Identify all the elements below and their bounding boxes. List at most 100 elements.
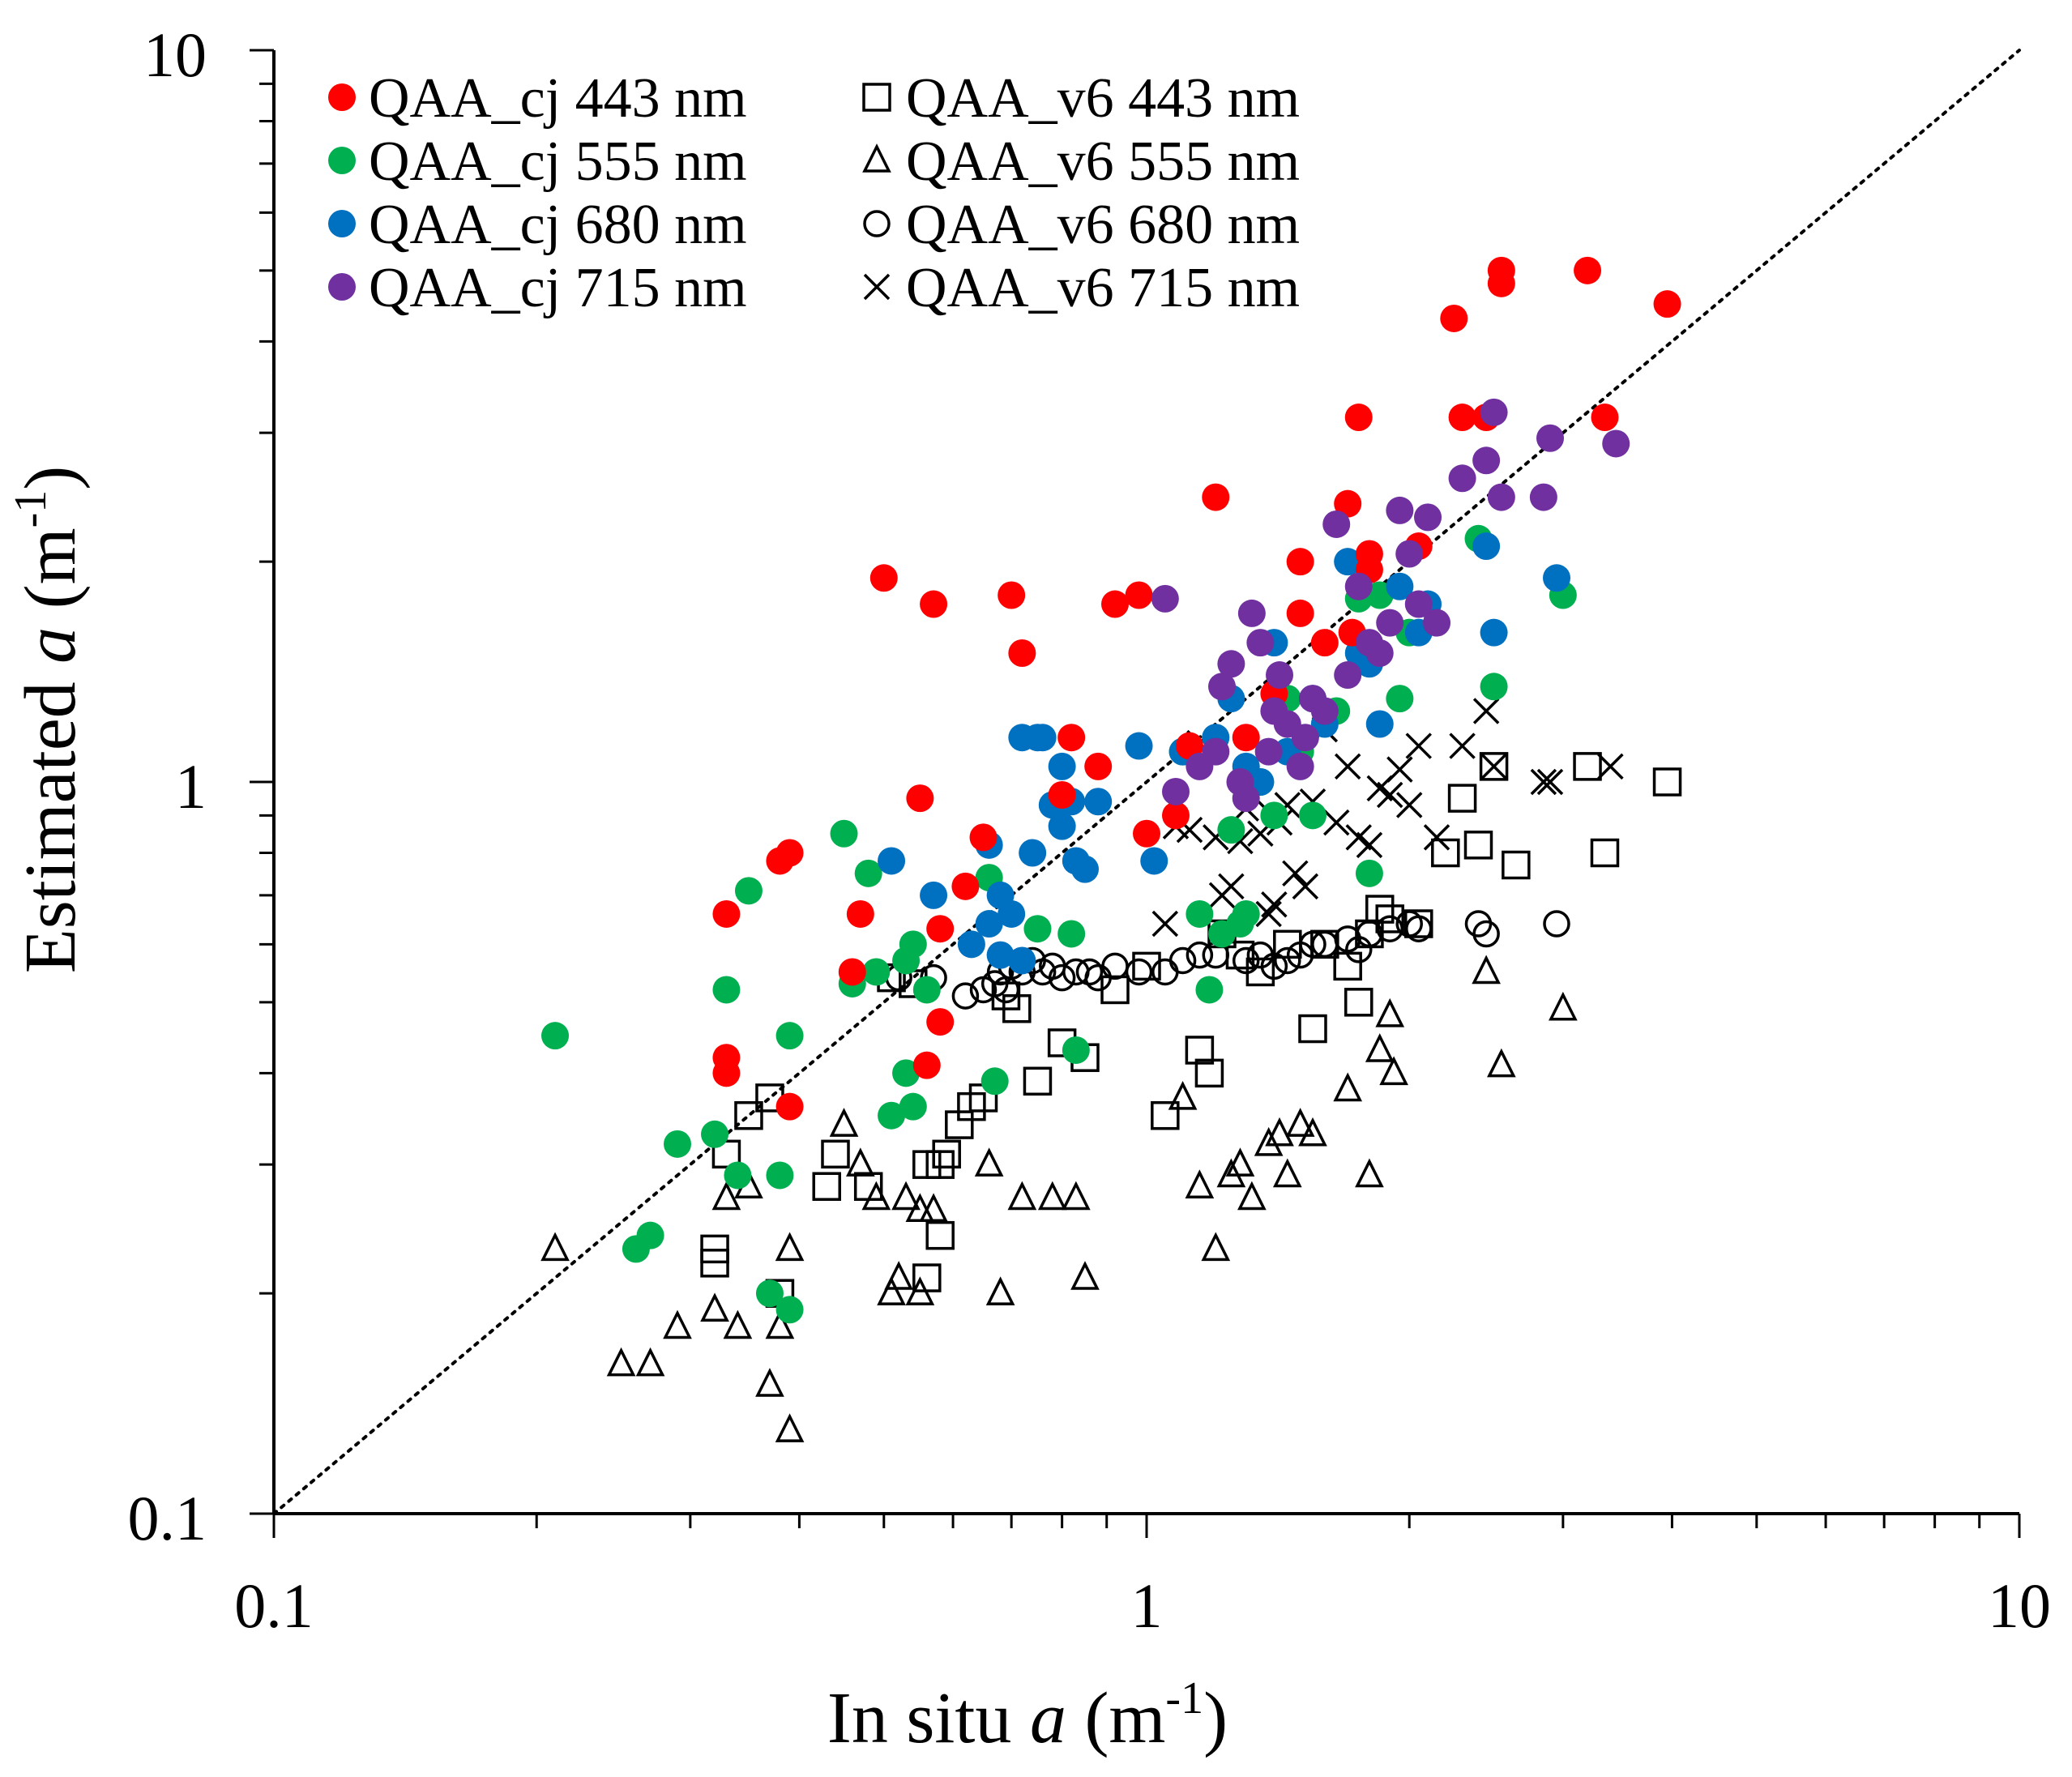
data-point (899, 930, 927, 959)
data-point (1472, 446, 1501, 475)
legend: QAA_cj 443 nm QAA_cj 555 nm QAA_cj 680 n… (328, 67, 1300, 319)
legend-label: QAA_cj 443 nm (369, 67, 747, 130)
data-point (1472, 920, 1500, 948)
data-point (1440, 304, 1468, 332)
data-point (1502, 850, 1531, 880)
y-tick-label: 1 (175, 751, 207, 822)
legend-marker (328, 273, 356, 301)
data-point (1202, 483, 1230, 511)
data-point (1084, 788, 1113, 816)
data-point (926, 1008, 955, 1036)
data-point (700, 1292, 729, 1322)
data-point (775, 1092, 804, 1121)
data-point (1254, 737, 1283, 766)
data-point (1365, 1033, 1395, 1062)
data-point (1151, 584, 1179, 613)
data-point (1266, 661, 1294, 690)
data-point (969, 823, 998, 852)
data-point (1472, 532, 1501, 561)
data-point (775, 1232, 805, 1262)
legend-marker (863, 273, 891, 301)
data-point (1232, 724, 1260, 752)
data-point (1265, 1117, 1294, 1147)
data-point (985, 1276, 1015, 1305)
data-point (1365, 639, 1394, 667)
data-point (1480, 753, 1507, 780)
data-point (1218, 873, 1245, 900)
one-to-one-line (272, 49, 2021, 1515)
data-point (998, 899, 1026, 928)
data-point (1590, 838, 1620, 868)
data-point (1334, 548, 1362, 576)
data-point (1386, 496, 1414, 524)
data-point (1298, 1117, 1327, 1147)
data-point (877, 1276, 906, 1305)
reference-line-layer (272, 49, 2021, 1515)
data-point (1365, 710, 1394, 738)
data-point (1344, 572, 1373, 600)
data-point (540, 1232, 570, 1262)
data-point (1008, 639, 1036, 667)
data-point (1260, 801, 1288, 830)
data-point (1472, 698, 1500, 724)
data-point (906, 784, 934, 813)
data-point (734, 1100, 763, 1130)
series-qaa-v6-555-nm (540, 955, 1578, 1442)
data-point (1530, 768, 1557, 796)
data-point (846, 899, 874, 928)
data-point (905, 1276, 935, 1305)
data-point (1028, 724, 1057, 752)
data-point (1447, 784, 1477, 813)
data-point (1232, 784, 1260, 813)
data-point (1201, 1232, 1231, 1262)
data-point (1480, 673, 1508, 701)
data-point (636, 1221, 664, 1249)
data-point (1168, 946, 1197, 975)
data-point (878, 1101, 906, 1130)
data-point (1185, 1036, 1215, 1065)
data-point (1480, 398, 1508, 426)
data-point (1208, 673, 1237, 701)
data-point (712, 899, 741, 928)
data-point (1062, 1181, 1091, 1211)
data-point (700, 1234, 729, 1264)
legend-marker (862, 143, 891, 173)
data-point (1344, 404, 1373, 432)
series-qaa-v6-715-nm (1151, 698, 1624, 938)
data-point (724, 1161, 752, 1190)
legend-label: QAA_v6 443 nm (906, 67, 1300, 130)
data-point (1186, 899, 1214, 928)
data-point (1591, 404, 1619, 432)
data-point (1386, 572, 1414, 600)
data-point (830, 819, 858, 848)
data-point (986, 941, 1015, 969)
data-point (1574, 256, 1602, 284)
data-point (1529, 483, 1557, 511)
data-point (1070, 855, 1099, 883)
data-point (1480, 618, 1508, 647)
y-tick-label: 10 (143, 19, 207, 90)
data-point (919, 1193, 948, 1223)
data-point (1023, 915, 1052, 943)
data-point (701, 1120, 729, 1148)
tick-marks (250, 49, 2021, 1538)
legend-label: QAA_v6 715 nm (906, 257, 1300, 319)
data-point (1140, 847, 1168, 875)
data-point (957, 930, 985, 959)
data-point (1007, 1181, 1037, 1211)
data-point (1355, 859, 1383, 887)
data-point (1070, 1261, 1100, 1290)
data-point (925, 1150, 955, 1179)
data-point (1479, 752, 1509, 781)
data-point (1285, 1108, 1315, 1137)
data-point (775, 1022, 804, 1050)
data-point (711, 1181, 741, 1211)
data-point (1202, 737, 1230, 766)
data-point (1448, 464, 1476, 493)
data-point (1344, 988, 1374, 1017)
data-point (925, 1220, 955, 1250)
data-point (1376, 781, 1403, 809)
data-point (1232, 946, 1260, 975)
series-qaa-cj-555-nm (541, 524, 1577, 1324)
data-point (766, 1161, 794, 1190)
